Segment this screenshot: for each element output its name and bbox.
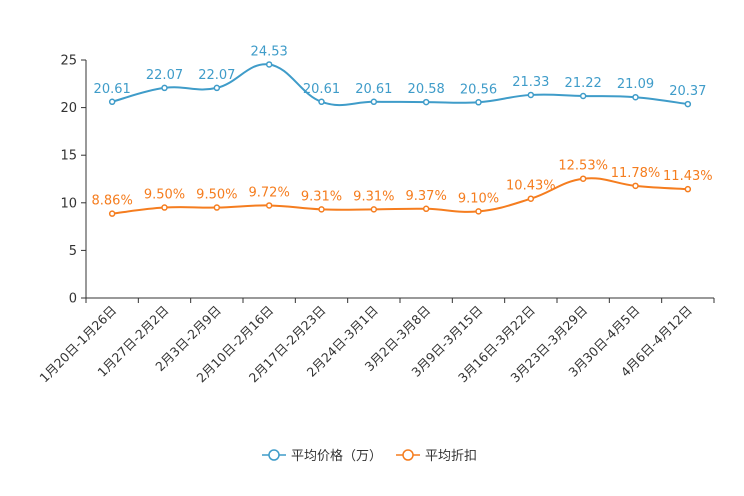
data-point[interactable]	[108, 98, 116, 106]
series-avg-discount: 8.86% 9.50% 9.50% 9.72% 9.31% 9.31% 9.37% 9.10%…	[92, 159, 713, 217]
data-label: 9.10%	[458, 191, 499, 206]
data-point[interactable]	[265, 202, 273, 209]
series-group: 20.61 22.07 22.07 24.53 20.61 20.61 20.58 20.56…	[92, 44, 713, 217]
data-point[interactable]	[213, 84, 221, 92]
data-point[interactable]	[475, 99, 482, 106]
data-label: 22.07	[146, 68, 183, 83]
legend-marker-icon	[402, 449, 414, 461]
y-tick-label: 0	[69, 292, 77, 307]
data-point[interactable]	[632, 93, 639, 101]
x-axis: 1月20日-1月26日1月27日-2月2日2月3日-2月9日2月10日-2月16…	[36, 297, 715, 385]
data-point[interactable]	[265, 61, 273, 68]
data-point[interactable]	[161, 204, 168, 211]
data-label: 20.61	[355, 82, 392, 97]
data-label: 9.50%	[196, 188, 237, 203]
series-avg-price: 20.61 22.07 22.07 24.53 20.61 20.61 20.58 20.56…	[94, 44, 706, 108]
data-label: 21.33	[512, 75, 549, 90]
data-label: 20.56	[460, 82, 497, 97]
data-label: 22.07	[198, 68, 235, 83]
y-axis: 0 5 10 15 20 25	[60, 54, 87, 307]
data-point[interactable]	[684, 100, 692, 108]
data-label: 20.61	[94, 82, 131, 97]
data-label: 9.31%	[353, 189, 394, 204]
data-point[interactable]	[684, 185, 692, 193]
data-label: 9.31%	[301, 189, 342, 204]
data-point[interactable]	[579, 92, 587, 100]
data-point[interactable]	[422, 98, 430, 106]
data-point[interactable]	[318, 206, 325, 213]
y-tick-label: 5	[69, 244, 77, 259]
legend[interactable]: 平均价格（万） 平均折扣	[262, 448, 477, 464]
y-tick-label: 25	[60, 54, 77, 69]
data-point[interactable]	[370, 98, 378, 106]
data-point[interactable]	[527, 91, 535, 99]
y-tick-label: 15	[60, 149, 77, 164]
data-label: 8.86%	[92, 194, 133, 209]
data-label: 11.78%	[611, 166, 661, 181]
data-point[interactable]	[161, 84, 168, 92]
data-point[interactable]	[527, 195, 535, 202]
data-label: 21.09	[617, 77, 654, 92]
data-point[interactable]	[318, 98, 325, 106]
data-point[interactable]	[632, 182, 639, 190]
data-label: 9.37%	[406, 189, 447, 204]
data-label: 10.43%	[506, 179, 556, 194]
series-line	[112, 177, 688, 215]
y-tick-label: 10	[60, 196, 77, 211]
legend-item-avg-discount[interactable]: 平均折扣	[396, 449, 477, 464]
data-label: 20.58	[408, 82, 445, 97]
data-point[interactable]	[579, 175, 587, 182]
data-label: 12.53%	[558, 159, 608, 174]
data-label: 24.53	[251, 44, 288, 59]
data-point[interactable]	[213, 204, 221, 211]
data-point[interactable]	[475, 208, 482, 215]
data-point[interactable]	[422, 205, 430, 213]
legend-label: 平均折扣	[425, 449, 477, 464]
data-label: 20.61	[303, 82, 340, 97]
data-label: 9.72%	[249, 185, 290, 200]
legend-marker-icon	[268, 449, 280, 461]
data-label: 11.43%	[663, 169, 713, 184]
data-point[interactable]	[370, 206, 378, 213]
legend-label: 平均价格（万）	[291, 448, 382, 464]
legend-item-avg-price[interactable]: 平均价格（万）	[262, 448, 382, 464]
data-label: 9.50%	[144, 188, 185, 203]
data-label: 20.37	[669, 84, 706, 99]
data-point[interactable]	[108, 210, 116, 217]
data-label: 21.22	[565, 76, 602, 91]
y-tick-label: 20	[60, 101, 77, 116]
